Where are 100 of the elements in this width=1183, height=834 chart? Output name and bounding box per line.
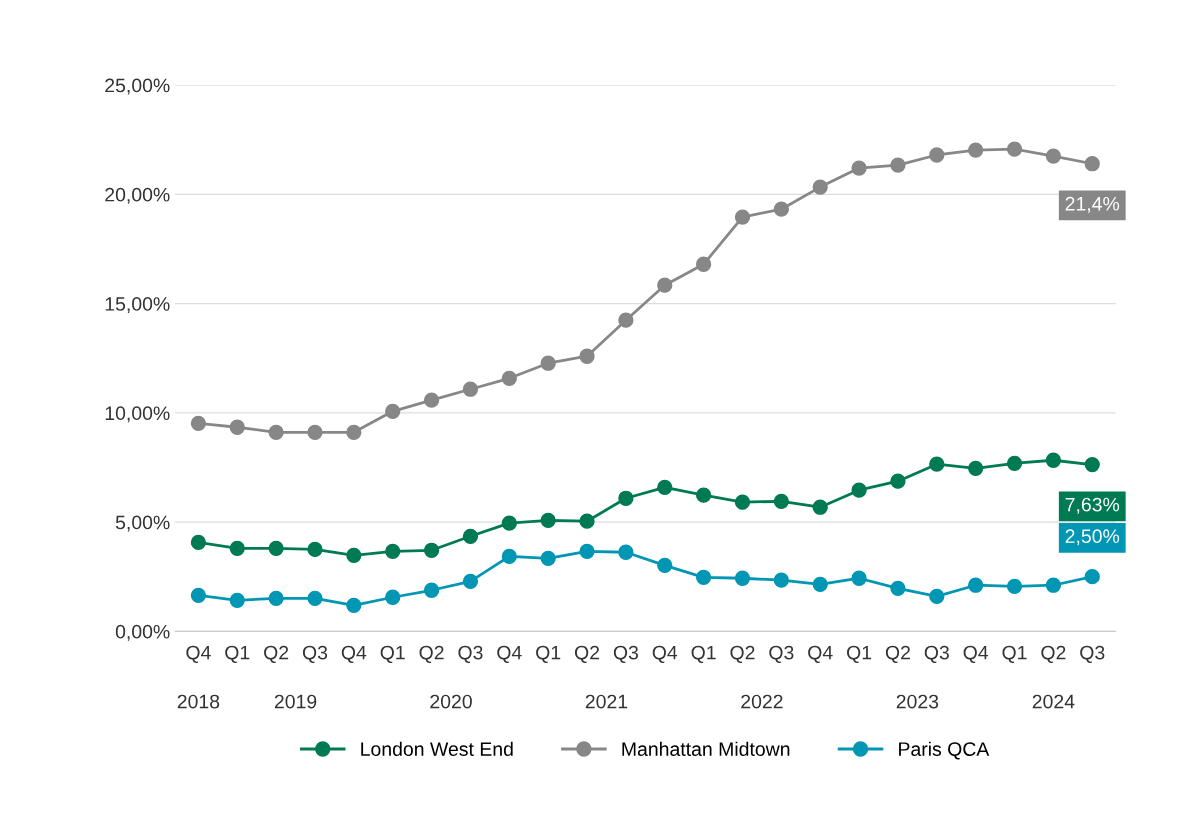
point bbox=[734, 494, 751, 510]
point bbox=[501, 370, 517, 386]
point bbox=[190, 415, 207, 431]
point bbox=[501, 515, 517, 531]
point bbox=[346, 547, 362, 563]
point bbox=[346, 424, 362, 440]
x-tick-label: Q4 bbox=[341, 645, 367, 663]
x-tick-label: Q4 bbox=[652, 645, 678, 663]
x-tick-label: Q2 bbox=[730, 645, 755, 663]
x-tick-label: Q3 bbox=[613, 645, 639, 663]
point bbox=[1045, 577, 1062, 593]
y-tick-label: 10,00% bbox=[105, 406, 170, 423]
point bbox=[734, 570, 751, 586]
point bbox=[968, 142, 984, 158]
point bbox=[579, 543, 595, 560]
x-tick-label: Q3 bbox=[302, 645, 328, 663]
point bbox=[968, 460, 984, 476]
point bbox=[695, 569, 712, 586]
x-tick-label: Q2 bbox=[264, 645, 289, 663]
point bbox=[385, 403, 401, 419]
point bbox=[657, 557, 673, 573]
point bbox=[890, 473, 906, 489]
x-tick-label: Q2 bbox=[419, 645, 444, 663]
text: 2024 bbox=[1032, 694, 1075, 709]
point bbox=[812, 576, 828, 592]
point bbox=[501, 548, 517, 565]
point bbox=[851, 482, 867, 498]
point bbox=[540, 550, 556, 566]
data-label: 2,50% bbox=[1065, 529, 1120, 546]
data-label: 21,4% bbox=[1065, 196, 1120, 213]
x-tick-label: Q3 bbox=[769, 645, 794, 663]
legend-label: London West End bbox=[361, 741, 513, 756]
point bbox=[462, 528, 479, 544]
point bbox=[268, 540, 284, 556]
point bbox=[423, 542, 440, 558]
data-label: 7,63% bbox=[1065, 497, 1120, 514]
x-tick-label: Q4 bbox=[963, 645, 989, 663]
point bbox=[1084, 456, 1100, 473]
point bbox=[890, 157, 906, 173]
point bbox=[1084, 156, 1100, 172]
point bbox=[773, 572, 789, 588]
point bbox=[695, 256, 712, 272]
point bbox=[423, 582, 440, 598]
point bbox=[929, 147, 945, 163]
text: 2022 bbox=[741, 694, 783, 709]
point bbox=[385, 589, 401, 605]
point bbox=[618, 544, 634, 560]
point bbox=[423, 392, 440, 408]
x-tick-label: Q1 bbox=[536, 645, 561, 663]
point bbox=[851, 570, 867, 586]
point bbox=[812, 179, 828, 195]
point bbox=[773, 493, 789, 509]
point bbox=[1006, 578, 1023, 594]
x-tick-label: Q4 bbox=[497, 645, 522, 663]
point bbox=[1084, 569, 1100, 585]
point bbox=[618, 490, 634, 506]
x-tick-label: Q3 bbox=[458, 645, 483, 663]
text: 2020 bbox=[430, 694, 472, 709]
x-tick-label: Q4 bbox=[186, 645, 211, 663]
point bbox=[462, 573, 479, 589]
x-tick-label: Q2 bbox=[885, 645, 910, 663]
x-tick-label: Q1 bbox=[847, 645, 872, 663]
point bbox=[579, 348, 595, 364]
point bbox=[695, 487, 712, 503]
point bbox=[579, 513, 595, 529]
point bbox=[618, 312, 634, 328]
point bbox=[385, 543, 401, 560]
y-tick-label: 0,00% bbox=[115, 624, 170, 641]
point bbox=[229, 419, 245, 435]
point bbox=[307, 424, 323, 440]
text: 2023 bbox=[896, 694, 939, 709]
point bbox=[1006, 141, 1023, 157]
y-tick-label: 5,00% bbox=[115, 515, 170, 532]
point bbox=[890, 580, 906, 596]
point bbox=[229, 592, 245, 608]
x-tick-label: Q2 bbox=[1041, 645, 1066, 663]
point bbox=[929, 456, 945, 472]
x-tick-label: Q1 bbox=[380, 645, 405, 663]
point bbox=[657, 479, 673, 495]
x-tick-label: Q1 bbox=[691, 645, 716, 663]
x-tick-label: Q2 bbox=[574, 645, 600, 663]
point bbox=[307, 541, 323, 558]
point bbox=[929, 588, 945, 605]
x-tick-label: Q1 bbox=[1002, 645, 1027, 663]
x-tick-label: Q3 bbox=[924, 645, 949, 663]
point bbox=[773, 201, 789, 217]
y-tick-label: 15,00% bbox=[105, 297, 170, 314]
point bbox=[1045, 452, 1062, 468]
point bbox=[1006, 455, 1023, 471]
text: 2018 bbox=[177, 694, 220, 709]
point bbox=[540, 355, 556, 371]
point bbox=[268, 424, 284, 440]
x-tick-label: Q1 bbox=[225, 645, 250, 663]
point bbox=[812, 499, 828, 515]
point bbox=[190, 587, 207, 603]
x-tick-label: Q3 bbox=[1080, 645, 1105, 663]
point bbox=[462, 381, 479, 397]
y-tick-label: 20,00% bbox=[105, 187, 170, 204]
text: 2021 bbox=[585, 694, 628, 709]
point bbox=[229, 540, 245, 556]
